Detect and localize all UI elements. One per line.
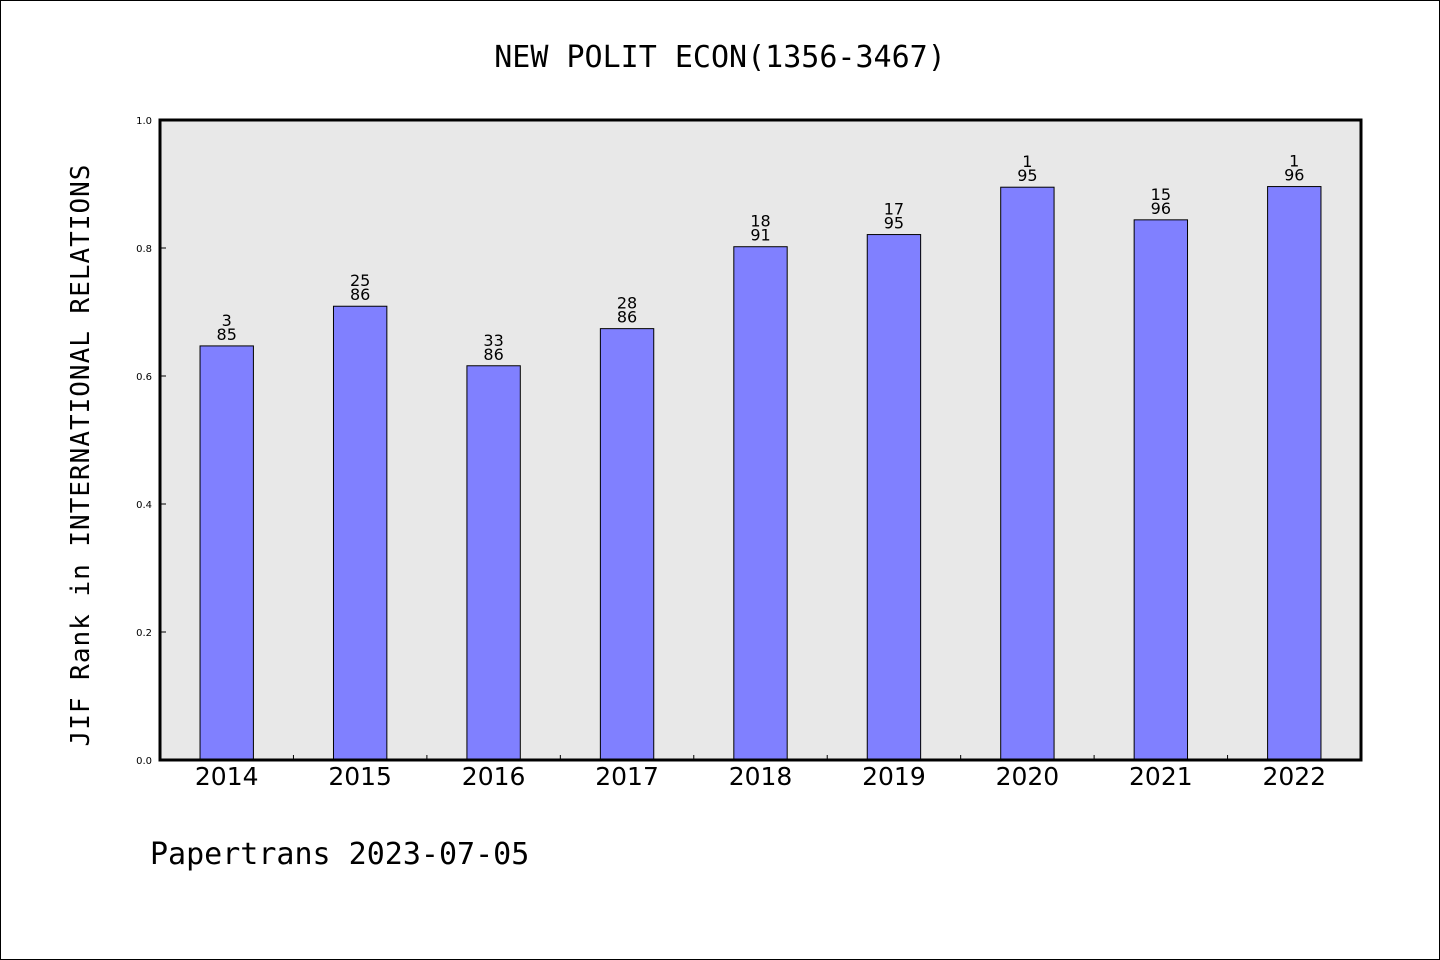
y-tick-label: 0.2: [136, 628, 152, 639]
x-tick-label: 2019: [862, 762, 926, 791]
bar: [1000, 186, 1055, 761]
plot-border: [158, 118, 1363, 762]
bar-rank-label: 28: [617, 294, 637, 313]
chart-title: NEW POLIT ECON(1356-3467): [494, 40, 946, 75]
x-tick-label: 2017: [595, 762, 659, 791]
bar: [733, 246, 788, 761]
x-tick-label: 2022: [1262, 762, 1326, 791]
bar: [599, 328, 655, 761]
bar-total-label: 86: [617, 308, 637, 327]
y-axis-label: JIF Rank in INTERNATIONAL RELATIONS: [66, 164, 96, 747]
bar: [332, 305, 388, 761]
bar: [199, 345, 254, 761]
x-tick-label: 2021: [1129, 762, 1193, 791]
y-tick-label: 1.0: [136, 116, 152, 127]
x-tick-label: 2015: [328, 762, 392, 791]
bar-rank-label: 25: [350, 271, 370, 290]
x-tick-label: 2018: [729, 762, 793, 791]
footer-credit: Papertrans 2023-07-05: [150, 837, 529, 872]
bar-rank-label: 1: [1289, 152, 1299, 171]
bar-rank-label: 18: [750, 212, 770, 231]
bar-rank-label: 3: [222, 311, 232, 330]
bar-rank-label: 1: [1022, 152, 1032, 171]
x-tick-label: 2020: [996, 762, 1060, 791]
bar: [1133, 219, 1189, 761]
bar-total-label: 95: [884, 214, 904, 233]
bar-total-label: 86: [350, 285, 370, 304]
bar: [866, 234, 922, 761]
bar-total-label: 86: [483, 345, 503, 364]
bar-total-label: 95: [1017, 166, 1037, 185]
x-tick-label: 2016: [462, 762, 526, 791]
bar-total-label: 85: [217, 325, 237, 344]
bar: [466, 365, 521, 761]
x-tick-label: 2014: [195, 762, 259, 791]
y-tick-label: 0.8: [136, 244, 152, 255]
bar-rank-label: 15: [1151, 185, 1171, 204]
bar-rank-label: 17: [884, 200, 904, 219]
y-tick-label: 0.4: [136, 500, 152, 511]
bar: [1267, 186, 1322, 761]
bar-total-label: 96: [1284, 166, 1304, 185]
y-tick-label: 0.0: [136, 756, 152, 767]
y-tick-label: 0.6: [136, 372, 152, 383]
bar-rank-label: 33: [483, 331, 503, 350]
bar-total-label: 91: [750, 226, 770, 245]
bar-total-label: 96: [1151, 199, 1171, 218]
